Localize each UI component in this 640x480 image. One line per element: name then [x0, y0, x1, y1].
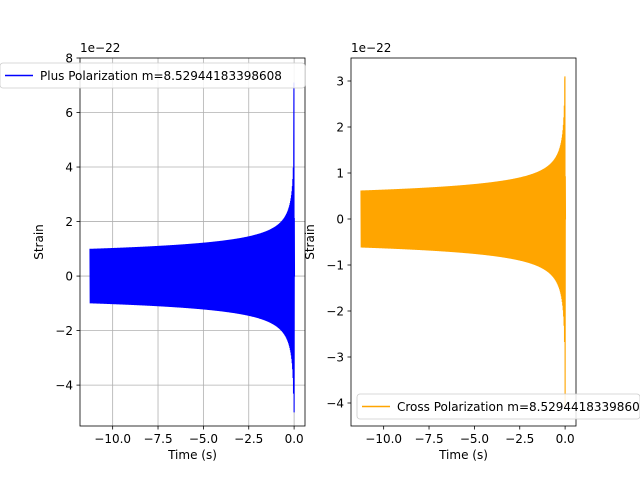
x-tick-label: 0.0: [556, 432, 575, 446]
axes-frame: [79, 57, 306, 427]
y-tick-label: 4: [65, 160, 73, 174]
x-tick-label: −10.0: [365, 432, 402, 446]
y-tick-label: 3: [336, 74, 344, 88]
y-tick-label: −3: [326, 350, 344, 364]
x-tick-label: 0.0: [285, 432, 304, 446]
y-tick-label: −4: [326, 396, 344, 410]
y-axis-label: Strain: [32, 224, 46, 260]
legend-box: [356, 393, 640, 420]
legend-box: [0, 62, 306, 89]
x-tick-label: −7.5: [143, 432, 172, 446]
x-tick-label: −5.0: [189, 432, 218, 446]
y-offset-text: 1e−22: [351, 41, 391, 55]
y-tick-label: 0: [65, 269, 73, 283]
series-line: [360, 76, 567, 408]
y-tick-label: −2: [55, 324, 73, 338]
y-offset-text: 1e−22: [80, 41, 120, 55]
y-tick-label: 6: [65, 106, 73, 120]
y-tick-label: 0: [336, 212, 344, 226]
axes-frame: [350, 57, 577, 427]
y-tick-label: 1: [336, 166, 344, 180]
x-tick-label: −2.5: [234, 432, 263, 446]
y-tick-label: 2: [65, 215, 73, 229]
cross-polarization-chart: −10.0 −7.5 −5.0 −2.5 0.0 −4 −3 −2 −1 0 1 2 3 1e−22 Tim…: [303, 41, 640, 462]
x-axis-label: Time (s): [438, 448, 488, 462]
y-tick-label: −2: [326, 304, 344, 318]
legend: Plus Polarization m=8.52944183398608: [0, 62, 306, 89]
plus-polarization-chart: −10.0 −7.5 −5.0 −2.5 0.0 −4 −2 0 2 4 6 8 1e−22 Time (…: [0, 41, 306, 462]
y-tick-label: 8: [65, 51, 73, 65]
x-tick-label: −2.5: [505, 432, 534, 446]
x-axis-label: Time (s): [167, 448, 217, 462]
y-tick-label: −1: [326, 258, 344, 272]
y-tick-label: −4: [55, 378, 73, 392]
legend-label: Plus Polarization m=8.52944183398608: [40, 69, 282, 83]
x-tick-label: −10.0: [94, 432, 131, 446]
y-axis-label: Strain: [303, 224, 317, 260]
series-line: [89, 82, 296, 413]
legend: Cross Polarization m=8.52944183398608: [356, 393, 640, 420]
x-tick-label: −7.5: [414, 432, 443, 446]
legend-label: Cross Polarization m=8.52944183398608: [397, 400, 640, 414]
x-tick-label: −5.0: [460, 432, 489, 446]
y-tick-label: 2: [336, 120, 344, 134]
